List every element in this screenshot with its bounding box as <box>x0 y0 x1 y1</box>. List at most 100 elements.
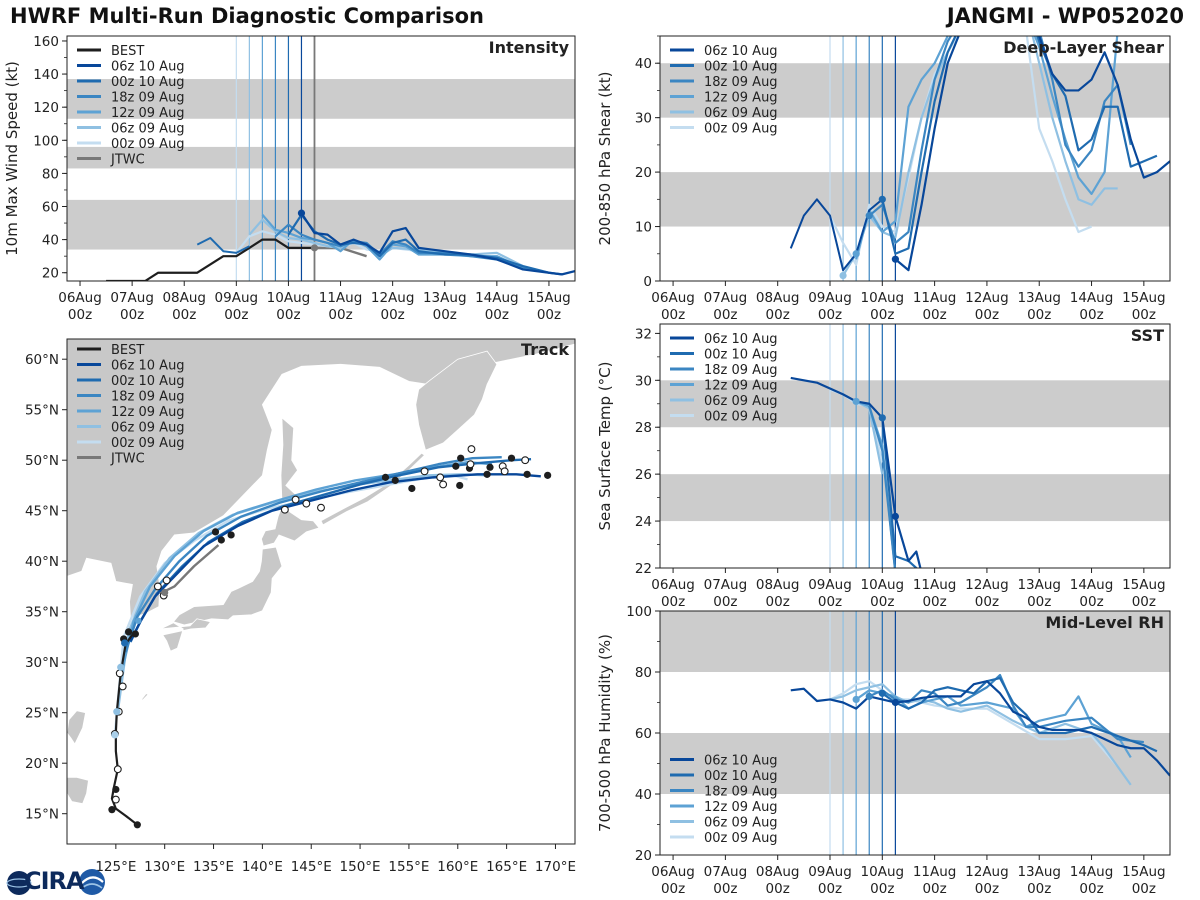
x-tick-sublabel: 00z <box>224 307 248 323</box>
cira-logo: CIRA <box>4 866 108 898</box>
taiwan-land <box>67 710 87 745</box>
x-tick-label: 13Aug <box>1017 864 1061 880</box>
sakhalin-land <box>280 416 299 502</box>
x-tick-label: 06Aug <box>651 290 695 306</box>
legend-label: 06z 10 Aug <box>704 44 778 59</box>
x-tick-label: 125°E <box>95 859 136 875</box>
x-tick-label: 09Aug <box>215 290 259 306</box>
legend-label: 06z 09 Aug <box>111 421 185 436</box>
legend-label: BEST <box>111 44 144 59</box>
panel-title: Intensity <box>489 38 570 57</box>
x-tick-label: 08Aug <box>756 864 800 880</box>
x-tick-sublabel: 00z <box>1079 307 1103 323</box>
y-tick-label: 40 <box>635 56 652 72</box>
y-tick-label: 24 <box>635 514 652 530</box>
threshold-band <box>660 611 1170 672</box>
y-tick-label: 20°N <box>25 756 59 772</box>
x-tick-sublabel: 00z <box>172 307 196 323</box>
data-marker <box>839 271 847 280</box>
x-tick-label: 11Aug <box>913 864 957 880</box>
legend-label: 00z 09 Aug <box>111 137 185 152</box>
track-point-filled <box>391 476 399 484</box>
x-tick-label: 140°E <box>242 859 283 875</box>
best-point-filled <box>124 628 133 636</box>
track-point-open <box>420 467 429 476</box>
x-tick-label: 150°E <box>340 859 381 875</box>
y-tick-label: 40 <box>635 787 652 803</box>
track-point-filled <box>111 731 119 739</box>
data-marker <box>891 698 899 707</box>
globe-icon <box>6 869 105 895</box>
track-point-open <box>439 480 448 489</box>
x-tick-sublabel: 00z <box>818 594 842 610</box>
legend-label: 06z 09 Aug <box>111 122 185 137</box>
plot-area <box>106 209 575 281</box>
y-axis-label: 200-850 hPa Shear (kt) <box>596 72 614 246</box>
x-tick-label: 15Aug <box>1122 290 1166 306</box>
y-axis-label: 10m Max Wind Speed (kt) <box>3 61 21 256</box>
x-tick-label: 170°E <box>535 859 576 875</box>
legend-label: 18z 09 Aug <box>111 390 185 405</box>
legend-label: 00z 10 Aug <box>704 769 778 784</box>
best-point-filled <box>108 806 116 814</box>
track-point-open <box>467 445 476 454</box>
threshold-band <box>660 63 1170 118</box>
y-tick-label: 30°N <box>25 655 59 671</box>
x-tick-label: 08Aug <box>756 290 800 306</box>
best-track-line <box>106 238 315 281</box>
x-tick-label: 08Aug <box>756 577 800 593</box>
x-tick-label: 10Aug <box>861 290 905 306</box>
legend-label: 00z 10 Aug <box>111 75 185 90</box>
x-tick-sublabel: 00z <box>870 594 894 610</box>
y-tick-label: 120 <box>33 100 59 116</box>
track-point-filled <box>217 536 225 544</box>
legend-label: 06z 10 Aug <box>111 359 185 374</box>
track-point-filled <box>507 454 516 462</box>
panel-title: Deep-Layer Shear <box>1003 38 1164 57</box>
y-tick-label: 60°N <box>25 352 59 368</box>
y-tick-label: 140 <box>33 67 59 83</box>
track-chart: 125°E 130°E 135°E 140°E 145°E 150°E 155°E 160°E… <box>25 338 576 875</box>
legend-label: JTWC <box>110 153 145 168</box>
y-axis-label: 700-500 hPa Humidity (%) <box>596 634 614 832</box>
x-tick-sublabel: 00z <box>433 307 457 323</box>
track-point-open <box>500 467 509 476</box>
x-tick-sublabel: 00z <box>922 594 946 610</box>
y-tick-label: 60 <box>635 726 652 742</box>
best-point-filled <box>112 785 120 794</box>
x-tick-sublabel: 00z <box>120 307 144 323</box>
track-point-open <box>153 582 162 591</box>
x-tick-label: 09Aug <box>808 577 852 593</box>
legend-label: 06z 09 Aug <box>704 816 778 831</box>
y-tick-label: 100 <box>626 604 652 620</box>
x-tick-sublabel: 00z <box>818 881 842 897</box>
x-tick-label: 06Aug <box>58 290 102 306</box>
x-tick-sublabel: 00z <box>485 307 509 323</box>
x-tick-label: 13Aug <box>423 290 467 306</box>
x-tick-sublabel: 00z <box>975 881 999 897</box>
plot-area <box>789 36 1170 280</box>
x-tick-label: 165°E <box>486 859 527 875</box>
legend-label: 00z 09 Aug <box>704 831 778 846</box>
x-tick-label: 14Aug <box>1070 290 1114 306</box>
x-tick-label: 10Aug <box>267 290 311 306</box>
map-area <box>67 339 575 829</box>
x-tick-label: 13Aug <box>1017 290 1061 306</box>
data-marker <box>865 212 873 220</box>
track-point-filled <box>381 473 390 481</box>
y-tick-label: 0 <box>643 274 652 290</box>
series-line <box>881 36 1158 255</box>
track-point-filled <box>113 708 121 716</box>
shear-chart: 01020304006Aug00z07Aug00z08Aug00z09Aug00… <box>596 35 1171 323</box>
x-tick-label: 135°E <box>193 859 234 875</box>
axes-frame <box>659 323 1171 569</box>
x-tick-sublabel: 00z <box>1079 594 1103 610</box>
y-tick-label: 80 <box>42 166 59 182</box>
data-marker <box>891 255 899 263</box>
track-point-filled <box>211 528 220 536</box>
best-point-filled <box>131 630 139 638</box>
sst-chart: 22242628303206Aug00z07Aug00z08Aug00z09Au… <box>596 323 1171 610</box>
track-point-open <box>521 456 530 465</box>
series-line <box>790 376 922 568</box>
